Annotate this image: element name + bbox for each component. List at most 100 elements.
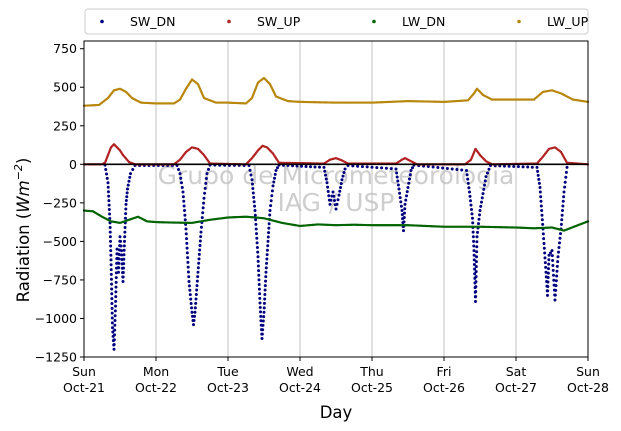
data-point — [538, 185, 542, 189]
data-point — [108, 235, 112, 239]
data-point — [478, 213, 481, 217]
legend-marker — [100, 19, 104, 24]
data-point — [257, 283, 261, 287]
data-point — [468, 194, 472, 198]
data-point — [109, 258, 113, 262]
data-point — [183, 218, 187, 222]
data-point — [557, 246, 561, 250]
legend-label: LW_DN — [402, 14, 445, 29]
data-point — [198, 244, 202, 247]
data-point — [202, 201, 206, 205]
data-point — [122, 244, 126, 248]
data-point — [543, 256, 547, 260]
data-point — [105, 172, 108, 176]
data-point — [199, 235, 203, 239]
data-point — [123, 235, 127, 239]
data-point — [180, 185, 184, 189]
data-point — [483, 179, 487, 183]
legend-marker — [372, 19, 376, 24]
data-point — [472, 258, 476, 262]
data-point — [183, 209, 186, 213]
data-point — [408, 177, 411, 181]
data-point — [114, 276, 118, 280]
data-point — [477, 222, 480, 226]
legend-item-lw-up: LW_UP — [517, 14, 589, 29]
data-point — [198, 239, 202, 243]
y-tick-label: −1250 — [35, 350, 77, 365]
data-point — [267, 231, 271, 235]
data-point — [197, 257, 201, 261]
data-point — [360, 165, 364, 169]
data-point — [476, 230, 479, 234]
data-point — [260, 337, 264, 340]
x-tick-label-day: Sun — [576, 364, 600, 379]
data-point — [253, 204, 257, 208]
data-point — [188, 288, 192, 292]
data-point — [269, 204, 273, 208]
data-point — [110, 297, 114, 301]
data-point — [111, 326, 114, 330]
y-tick-label: 0 — [69, 157, 77, 172]
data-point — [339, 185, 342, 189]
data-point — [565, 165, 569, 169]
data-point — [343, 167, 347, 171]
data-point — [124, 199, 128, 203]
x-axis: SunOct-21MonOct-22TueOct-23WedOct-24ThuO… — [63, 357, 609, 395]
data-point — [113, 328, 117, 332]
data-point — [474, 300, 477, 304]
data-point — [187, 275, 191, 279]
data-point — [203, 191, 207, 195]
x-tick-label-date: Oct-21 — [63, 380, 105, 395]
watermark-line-1: Grupo de Micrometeorologia — [158, 161, 515, 190]
data-point — [512, 164, 516, 168]
data-point — [125, 195, 129, 199]
data-point — [397, 187, 401, 191]
legend-label: SW_UP — [257, 14, 301, 29]
data-point — [261, 323, 265, 327]
data-point — [327, 194, 331, 198]
data-point — [184, 232, 188, 236]
data-point — [404, 198, 408, 202]
data-point — [107, 199, 111, 203]
data-point — [124, 202, 128, 206]
data-point — [204, 177, 208, 180]
data-point — [109, 239, 112, 243]
data-point — [521, 165, 525, 169]
data-point — [400, 213, 404, 217]
data-point — [263, 297, 267, 301]
x-tick-label-day: Tue — [216, 364, 239, 379]
data-point — [406, 185, 410, 189]
data-point — [258, 301, 262, 305]
data-point — [271, 184, 275, 188]
data-point — [544, 265, 548, 269]
data-point — [109, 263, 113, 267]
data-point — [538, 190, 542, 194]
data-point — [556, 260, 560, 264]
data-point — [537, 181, 541, 185]
data-point — [436, 166, 440, 170]
data-point — [203, 186, 207, 190]
data-point — [484, 175, 488, 179]
data-point — [273, 172, 277, 176]
data-point — [563, 180, 567, 184]
data-point — [471, 216, 474, 220]
data-point — [324, 177, 328, 181]
data-point — [351, 164, 355, 168]
data-point — [109, 253, 113, 257]
data-point — [265, 261, 269, 265]
data-point — [109, 272, 113, 276]
data-point — [295, 164, 299, 168]
data-point — [470, 212, 474, 216]
data-point — [541, 222, 545, 226]
y-tick-label: 500 — [53, 80, 77, 95]
data-point — [546, 276, 550, 280]
data-point — [117, 266, 121, 270]
data-point — [108, 226, 112, 230]
data-point — [555, 274, 559, 278]
data-point — [380, 166, 384, 170]
data-point — [185, 251, 189, 255]
data-point — [252, 200, 256, 204]
data-point — [194, 297, 198, 301]
